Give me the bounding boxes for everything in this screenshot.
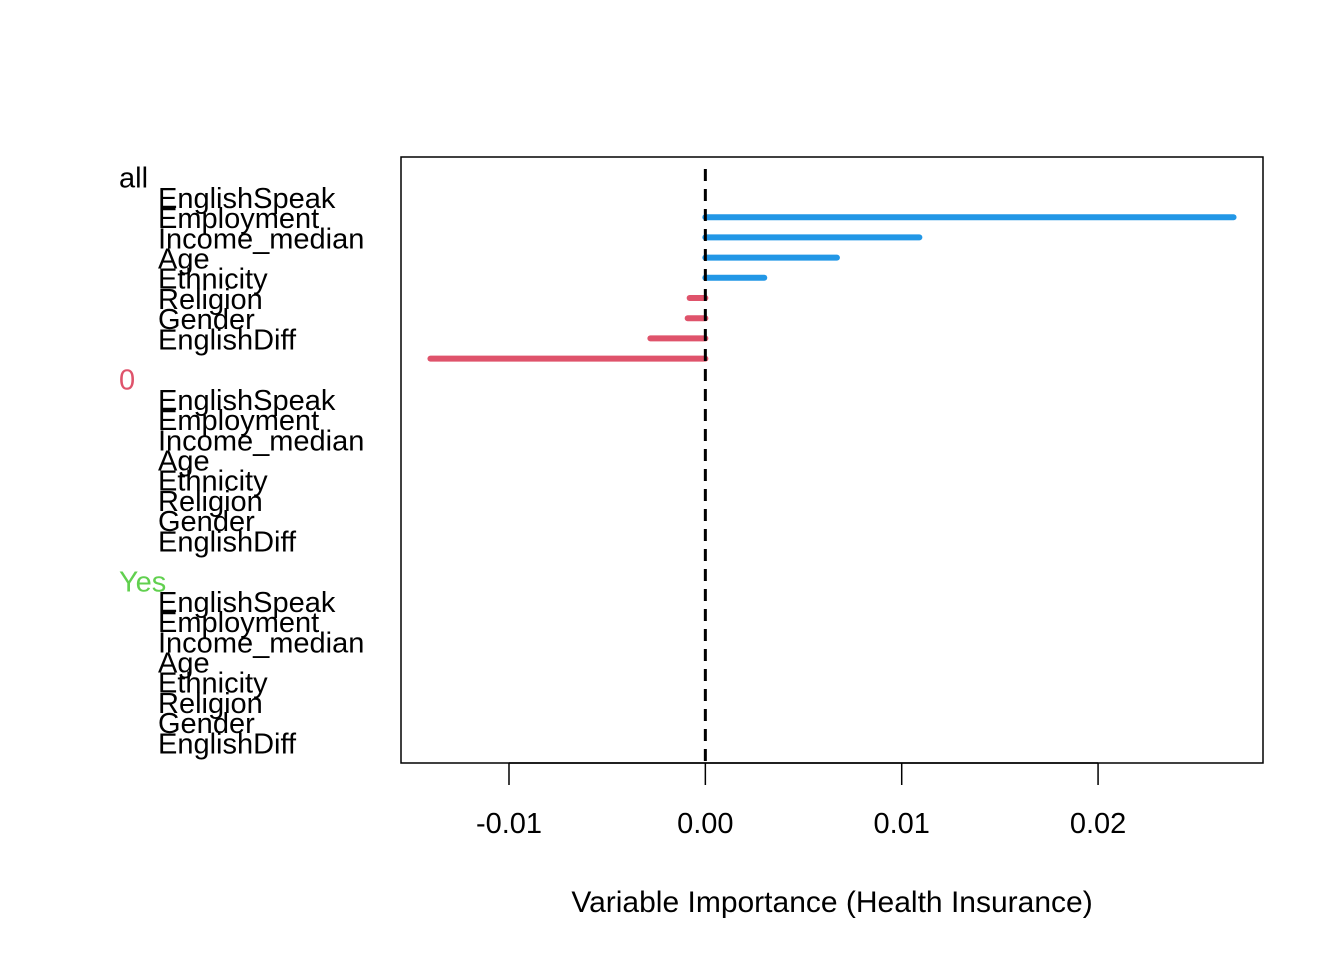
variable-label: EnglishDiff: [158, 324, 297, 356]
variable-label: Religion: [158, 688, 263, 720]
variable-label: Age: [158, 647, 210, 679]
variable-label: Employment: [158, 405, 319, 437]
variable-label: EnglishSpeak: [158, 587, 336, 619]
variable-label: Employment: [158, 203, 319, 235]
variable-label: Ethnicity: [158, 264, 268, 296]
x-tick-label: 0.00: [677, 808, 733, 840]
variable-label: EnglishSpeak: [158, 183, 336, 215]
x-axis-label: Variable Importance (Health Insurance): [571, 886, 1092, 919]
x-tick-label: 0.01: [873, 808, 929, 840]
variable-label: Age: [158, 243, 210, 275]
variable-label: EnglishDiff: [158, 728, 297, 760]
bars: [427, 214, 1237, 362]
variable-label: Employment: [158, 607, 319, 639]
variable-label: Ethnicity: [158, 466, 268, 498]
x-tick-label: -0.01: [476, 808, 542, 840]
variable-label: EnglishDiff: [158, 526, 297, 558]
variable-label: Gender: [158, 708, 255, 740]
group-label: 0: [119, 365, 135, 397]
row-labels: allEnglishSpeakEmploymentIncome_medianAg…: [119, 163, 364, 761]
variable-label: Income_median: [158, 627, 364, 659]
variable-label: Religion: [158, 284, 263, 316]
variable-label: EnglishSpeak: [158, 385, 336, 417]
variable-label: Ethnicity: [158, 668, 268, 700]
variable-label: Gender: [158, 304, 255, 336]
variable-label: Age: [158, 445, 210, 477]
group-label: Yes: [119, 567, 166, 599]
variable-label: Income_median: [158, 223, 364, 255]
x-tick-label: 0.02: [1070, 808, 1126, 840]
variable-label: Income_median: [158, 425, 364, 457]
group-label: all: [119, 163, 148, 195]
variable-label: Religion: [158, 486, 263, 518]
x-axis: -0.01 0.00 0.01 0.02: [476, 762, 1126, 840]
variable-label: Gender: [158, 506, 255, 538]
